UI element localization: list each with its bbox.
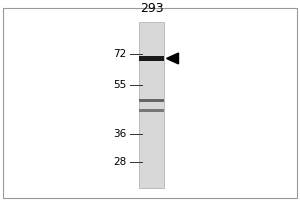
Text: 36: 36 bbox=[113, 129, 126, 139]
FancyBboxPatch shape bbox=[139, 56, 164, 61]
FancyBboxPatch shape bbox=[139, 109, 164, 112]
Text: 72: 72 bbox=[113, 49, 126, 59]
FancyBboxPatch shape bbox=[139, 99, 164, 102]
Polygon shape bbox=[167, 53, 178, 64]
FancyBboxPatch shape bbox=[139, 22, 164, 188]
Text: 55: 55 bbox=[113, 80, 126, 90]
FancyBboxPatch shape bbox=[3, 8, 297, 198]
Text: 28: 28 bbox=[113, 157, 126, 167]
Text: 293: 293 bbox=[140, 2, 163, 15]
